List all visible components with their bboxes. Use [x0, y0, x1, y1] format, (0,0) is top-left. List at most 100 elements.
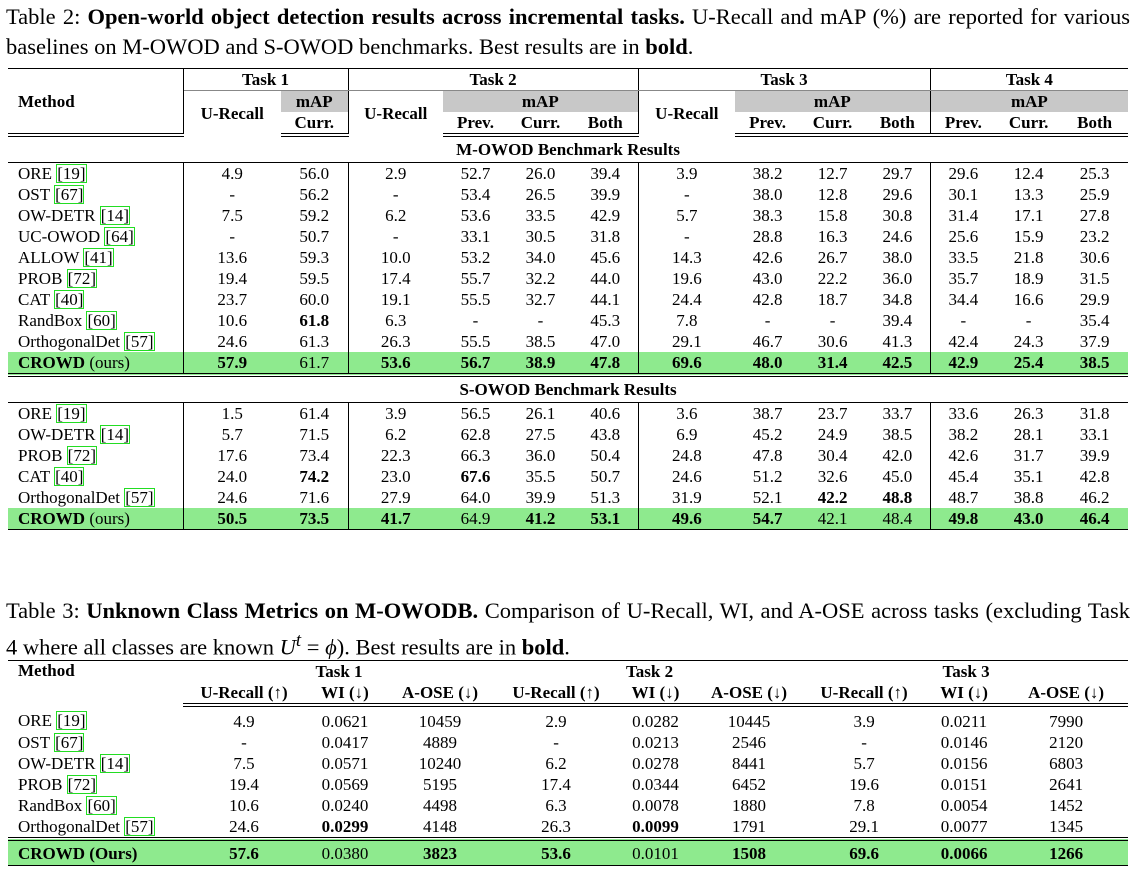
- value-cell: -: [348, 226, 443, 247]
- citation: [19]: [56, 164, 87, 183]
- value-cell: 24.0: [183, 466, 281, 487]
- value-cell: 10.0: [348, 247, 443, 268]
- value: 67.6: [460, 467, 491, 486]
- value: 30.5: [525, 227, 556, 246]
- value-cell: 6452: [694, 774, 804, 795]
- value-cell: 50.4: [573, 445, 639, 466]
- value-cell: 61.3: [281, 331, 349, 352]
- value-cell: 29.1: [638, 331, 735, 352]
- value-cell: -: [800, 310, 865, 331]
- metric-header: mAP: [735, 90, 931, 112]
- value: 14.3: [671, 248, 702, 267]
- value-cell: 53.6: [348, 352, 444, 375]
- value: 16.3: [817, 227, 848, 246]
- value-cell: 0.0066: [924, 837, 1005, 866]
- value: 41.7: [380, 509, 411, 528]
- value-cell: 40.6: [573, 402, 639, 424]
- method-cell: ORE [19]: [8, 705, 183, 732]
- value-cell: 13.3: [996, 184, 1061, 205]
- value: 0.0344: [632, 775, 679, 794]
- value: 21.8: [1013, 248, 1044, 267]
- method-cell: PROB [72]: [8, 774, 183, 795]
- value-cell: 0.0299: [305, 816, 385, 839]
- value: 38.0: [882, 248, 913, 267]
- value: 24.6: [882, 227, 913, 246]
- value-cell: 27.5: [508, 424, 573, 445]
- method-cell: CAT [40]: [8, 466, 184, 487]
- value: 38.5: [525, 332, 556, 351]
- value: 50.4: [590, 446, 621, 465]
- value-cell: 42.0: [865, 445, 931, 466]
- sub-header: Prev.: [443, 112, 509, 137]
- caption-text: ). Best results are in: [336, 634, 517, 660]
- value-cell: 28.1: [996, 424, 1061, 445]
- metric-header: U-Recall (↑): [183, 682, 305, 707]
- value-cell: 39.4: [573, 162, 639, 184]
- value-cell: 19.6: [804, 774, 924, 795]
- value: 59.5: [299, 269, 330, 288]
- value-cell: 10240: [385, 753, 495, 774]
- method-name: PROB: [18, 446, 63, 465]
- value-cell: 12.8: [800, 184, 865, 205]
- value-cell: 0.0380: [305, 837, 385, 866]
- value: 71.5: [299, 425, 330, 444]
- value-cell: 8441: [694, 753, 804, 774]
- value: 31.8: [590, 227, 621, 246]
- value: 56.5: [460, 404, 491, 423]
- value-cell: 29.6: [865, 184, 931, 205]
- value-cell: 1.5: [183, 403, 281, 425]
- value: 24.6: [671, 467, 702, 486]
- section-row: S-OWOD Benchmark Results: [8, 373, 1129, 403]
- method-note: (ours): [89, 509, 130, 528]
- value-cell: 27.9: [348, 487, 443, 508]
- value: 55.5: [460, 332, 491, 351]
- value-cell: 0.0417: [305, 732, 385, 753]
- value: 1.5: [221, 404, 243, 423]
- value: 4889: [423, 733, 458, 752]
- value: 51.3: [590, 488, 621, 507]
- value: 69.6: [671, 353, 702, 372]
- value: 24.0: [217, 467, 248, 486]
- value: 56.0: [299, 164, 330, 183]
- value-cell: 34.0: [508, 247, 573, 268]
- method-name: UC-OWOD: [18, 227, 101, 246]
- value: 42.2: [817, 488, 848, 507]
- value-cell: 19.6: [638, 268, 735, 289]
- value-cell: 67.6: [443, 466, 508, 487]
- value: 42.4: [948, 332, 979, 351]
- value-cell: 6.2: [348, 205, 443, 226]
- method-name: RandBox: [18, 796, 83, 815]
- value: 10.0: [380, 248, 411, 267]
- math: =: [306, 634, 320, 660]
- value: 7.8: [853, 796, 875, 815]
- value-cell: 24.6: [183, 331, 281, 352]
- method-cell: OrthogonalDet [57]: [8, 816, 183, 839]
- value-cell: 0.0101: [617, 837, 695, 866]
- table-row: OW-DETR [14] 7.5 59.2 6.2 53.6 33.5 42.9 5.7 38.…: [8, 205, 1128, 226]
- value: 28.1: [1013, 425, 1044, 444]
- value: 0.0299: [321, 817, 369, 836]
- value: 26.0: [525, 164, 556, 183]
- value: 19.6: [849, 775, 879, 794]
- method-cell: PROB [72]: [8, 445, 184, 466]
- value-cell: 7.8: [804, 795, 924, 816]
- value: 56.2: [299, 185, 330, 204]
- method-cell: CROWD (ours): [8, 508, 184, 530]
- value: 7.5: [233, 754, 255, 773]
- value-cell: 24.6: [638, 466, 735, 487]
- value-cell: 42.8: [735, 289, 800, 310]
- value: 46.7: [752, 332, 783, 351]
- value-cell: -: [183, 732, 305, 753]
- value-cell: 49.8: [930, 508, 997, 530]
- value-cell: 5.7: [183, 424, 281, 445]
- value-cell: 38.2: [735, 163, 800, 185]
- value: 22.3: [380, 446, 411, 465]
- value: 51.2: [752, 467, 783, 486]
- value-cell: 71.6: [281, 487, 349, 508]
- value-cell: 33.1: [1061, 424, 1128, 445]
- value-cell: 53.2: [443, 247, 508, 268]
- value-cell: 25.4: [996, 352, 1062, 375]
- value: 4.9: [233, 712, 255, 731]
- value: 23.7: [817, 404, 848, 423]
- value-cell: 2641: [1004, 774, 1128, 795]
